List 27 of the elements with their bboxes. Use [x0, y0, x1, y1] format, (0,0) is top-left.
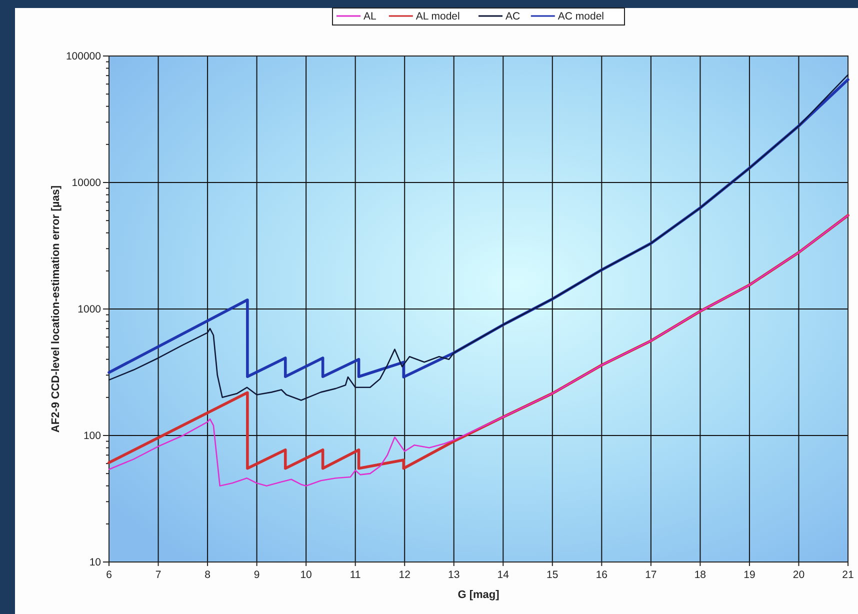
x-tick-label: 17: [645, 569, 657, 581]
x-tick-label: 8: [204, 569, 211, 581]
legend-label: AC: [506, 10, 521, 23]
x-tick-label: 11: [350, 569, 361, 581]
y-tick-label: 100: [83, 430, 102, 442]
legend-label: AC model: [558, 10, 604, 23]
x-tick-label: 10: [300, 569, 312, 581]
x-tick-label: 14: [497, 569, 510, 581]
x-axis-title: G [mag]: [458, 589, 500, 601]
x-tick-label: 15: [546, 569, 558, 581]
y-tick-label: 10000: [72, 177, 102, 190]
legend-label: AL: [364, 10, 377, 23]
y-axis-title: AF2-9 CCD-level location-estimation error [µas]: [50, 185, 62, 433]
x-tick-label: 6: [106, 569, 112, 581]
x-tick-label: 16: [596, 569, 608, 581]
y-tick-label: 10: [89, 556, 102, 569]
y-tick-label: 1000: [78, 304, 102, 316]
y-tick-label: 100000: [66, 50, 102, 63]
x-tick-label: 19: [744, 569, 756, 581]
x-tick-label: 7: [155, 569, 162, 581]
legend-label: AL model: [416, 10, 460, 23]
x-tick-label: 13: [448, 569, 460, 581]
x-tick-label: 20: [792, 569, 805, 581]
x-tick-label: 21: [842, 569, 854, 581]
x-tick-label: 18: [694, 569, 706, 581]
x-tick-label: 12: [398, 569, 411, 581]
x-tick-label: 9: [254, 569, 260, 581]
